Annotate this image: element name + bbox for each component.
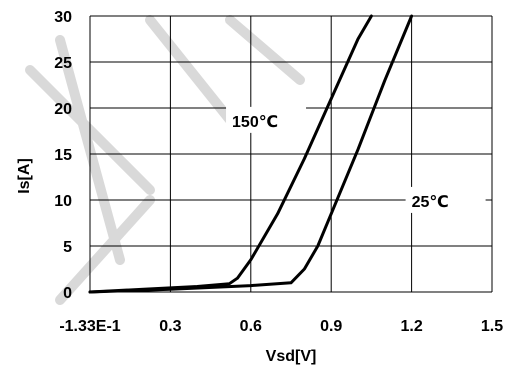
series-group: [88, 14, 414, 294]
y-tick-labels: 0 5 10 15 20 25 30: [54, 9, 72, 302]
grid: [89, 15, 493, 293]
x-tick-label: 0.3: [159, 318, 181, 335]
y-tick-label: 25: [54, 55, 72, 72]
y-tick-label: 10: [54, 193, 72, 210]
y-tick-label: 5: [63, 239, 72, 256]
y-axis-title: Is[A]: [16, 158, 33, 194]
x-tick-label: 0.9: [320, 318, 342, 335]
annotation-background: [405, 186, 486, 213]
series-annotation-label: 25℃: [412, 194, 449, 211]
series-annotation-label: 150℃: [232, 114, 278, 131]
y-tick-label: 30: [54, 9, 72, 26]
annotations: 150℃ 25℃: [226, 106, 486, 213]
x-tick-label: 1.5: [481, 318, 503, 335]
x-tick-label: 1.2: [400, 318, 422, 335]
annotation-background: [226, 106, 307, 133]
series-line-1: [88, 14, 414, 294]
y-tick-label: 20: [54, 101, 72, 118]
y-tick-label: 0: [63, 285, 72, 302]
y-tick-label: 15: [54, 147, 72, 164]
x-tick-labels: -1.33E-1 0.3 0.6 0.9 1.2 1.5: [59, 318, 503, 335]
x-tick-label: -1.33E-1: [59, 318, 120, 335]
x-axis-title: Vsd[V]: [266, 348, 317, 365]
x-tick-label: 0.6: [240, 318, 262, 335]
